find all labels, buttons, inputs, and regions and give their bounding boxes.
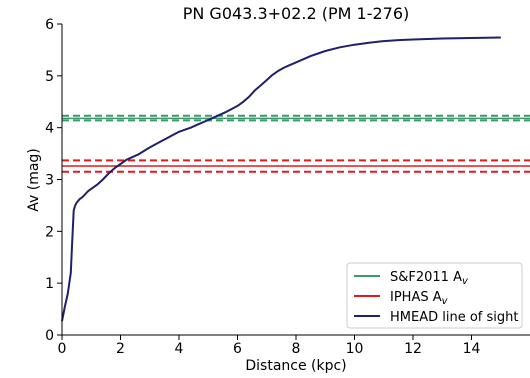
y-tick-label: 1 (45, 276, 54, 292)
y-tick-label: 0 (45, 328, 54, 344)
legend-label: IPHAS Av (390, 290, 449, 307)
x-tick-label: 0 (58, 341, 67, 357)
x-tick-label: 8 (292, 341, 301, 357)
legend-label: HMEAD line of sight (390, 310, 518, 325)
y-tick-label: 4 (45, 121, 54, 137)
x-tick-label: 2 (116, 341, 125, 357)
y-tick-label: 2 (45, 224, 54, 240)
y-tick-label: 3 (45, 173, 54, 189)
x-tick-label: 10 (346, 341, 364, 357)
y-axis-label: Av (mag) (26, 148, 42, 212)
chart-title: PN G043.3+02.2 (PM 1-276) (183, 4, 410, 23)
plot-area (61, 36, 530, 322)
x-tick-label: 4 (175, 341, 184, 357)
x-tick-label: 12 (404, 341, 422, 357)
y-tick-label: 5 (45, 69, 54, 85)
x-axis-label: Distance (kpc) (245, 358, 346, 374)
legend-label: S&F2011 Av (390, 270, 469, 287)
x-tick-label: 6 (233, 341, 242, 357)
x-tick-label: 14 (463, 341, 481, 357)
legend: S&F2011 Av IPHAS Av HMEAD line of sight (346, 262, 523, 329)
y-tick-label: 6 (45, 17, 54, 33)
legend-box (346, 262, 523, 329)
series-line-1 (61, 36, 501, 322)
